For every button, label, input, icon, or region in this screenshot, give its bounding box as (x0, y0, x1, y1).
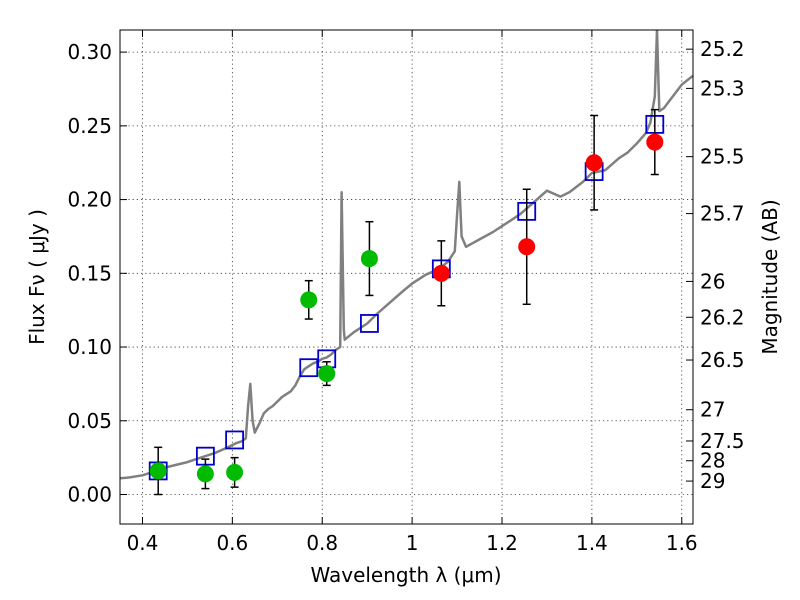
right-axis-title: Magnitude (AB) (758, 199, 782, 354)
y-tick-label: 0.25 (67, 114, 112, 138)
mag-tick-label: 28 (700, 449, 725, 473)
mag-tick-label: 26.2 (700, 305, 745, 329)
series-layer (120, 30, 693, 480)
y-axis-title: Flux Fν ( μJy ) (25, 209, 49, 345)
x-tick-label: 0.8 (306, 531, 338, 555)
model-square-marker (225, 430, 245, 450)
y-tick-label: 0.00 (67, 483, 112, 507)
x-tick-label: 1.2 (486, 531, 518, 555)
marker-layer (148, 108, 665, 496)
data-point (226, 463, 244, 481)
mag-tick-label: 27.5 (700, 429, 745, 453)
grid-layer (120, 30, 693, 524)
plot-frame (119, 29, 694, 525)
mag-tick-label: 26 (700, 269, 725, 293)
x-tick-label: 1.4 (576, 531, 608, 555)
y-tick-label: 0.05 (67, 409, 112, 433)
spectrum-line (120, 30, 693, 480)
mag-tick-label: 27 (700, 398, 725, 422)
data-point (149, 462, 167, 480)
x-tick-label: 0.6 (216, 531, 248, 555)
x-axis-title: Wavelength λ (μm) (310, 563, 501, 587)
mag-tick-label: 25.5 (700, 145, 745, 169)
data-point (585, 154, 603, 172)
tick-layer: 0.4 0.6 0.8 1 1.2 1.4 1.6 0.00 0.05 0.10 0.15 0.20 0… (67, 30, 745, 555)
mag-tick-label: 25.2 (700, 37, 745, 61)
data-point (646, 133, 664, 151)
mag-tick-label: 26.5 (700, 348, 745, 372)
data-point (432, 264, 450, 282)
data-point (518, 238, 536, 256)
model-square-marker (299, 358, 319, 378)
data-point (318, 365, 336, 383)
y-tick-label: 0.30 (67, 40, 112, 64)
y-tick-label: 0.20 (67, 188, 112, 212)
y-tick-label: 0.15 (67, 261, 112, 285)
mag-tick-label: 25.3 (700, 76, 745, 100)
mag-tick-label: 29 (700, 469, 725, 493)
mag-tick-label: 25.7 (700, 202, 745, 226)
data-point (300, 291, 318, 309)
x-tick-label: 1 (406, 531, 419, 555)
x-tick-label: 1.6 (666, 531, 698, 555)
model-square-marker (360, 314, 379, 333)
data-point (196, 465, 214, 483)
y-tick-label: 0.10 (67, 335, 112, 359)
x-tick-label: 0.4 (127, 531, 159, 555)
data-point (360, 250, 378, 268)
